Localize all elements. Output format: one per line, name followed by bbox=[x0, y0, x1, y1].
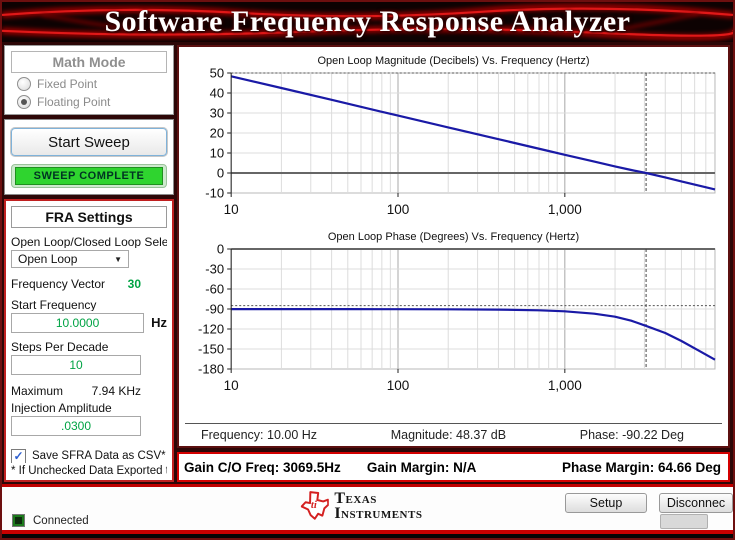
radio-floating-point[interactable]: Floating Point bbox=[17, 95, 167, 109]
start-frequency-unit: Hz bbox=[151, 314, 167, 330]
hidden-stub-button[interactable] bbox=[660, 514, 708, 529]
svg-text:1,000: 1,000 bbox=[548, 378, 582, 393]
svg-text:20: 20 bbox=[210, 126, 225, 141]
loop-select-value: Open Loop bbox=[18, 252, 78, 267]
phase-margin: Phase Margin: 64.66 Deg bbox=[561, 459, 721, 475]
footer: ti Texas Instruments Setup Disconnec Con… bbox=[2, 487, 733, 530]
injection-amplitude-label: Injection Amplitude bbox=[11, 401, 112, 415]
sweep-panel: Start Sweep SWEEP COMPLETE bbox=[4, 119, 174, 195]
svg-text:-60: -60 bbox=[205, 282, 224, 297]
fra-settings-title: FRA Settings bbox=[11, 206, 167, 228]
start-frequency-label: Start Frequency bbox=[11, 298, 97, 312]
frequency-vector-row: Frequency Vector 30 bbox=[11, 277, 167, 291]
loop-select-label: Open Loop/Closed Loop Sele bbox=[11, 235, 167, 248]
svg-text:50: 50 bbox=[210, 67, 225, 80]
phase-chart-title: Open Loop Phase (Degrees) Vs. Frequency … bbox=[327, 231, 580, 243]
math-mode-title: Math Mode bbox=[11, 51, 167, 73]
frequency-vector-value: 30 bbox=[127, 277, 141, 292]
svg-text:0: 0 bbox=[217, 166, 224, 181]
save-csv-row[interactable]: ✓ Save SFRA Data as CSV* bbox=[11, 449, 167, 463]
radio-button-icon[interactable] bbox=[17, 77, 31, 91]
start-frequency-input[interactable]: 10.0000 bbox=[11, 313, 145, 334]
ti-texas-icon: ti bbox=[300, 491, 329, 520]
readout-phase: Phase: -90.22 Deg bbox=[579, 428, 684, 442]
stability-margins-bar: Gain C/O Freq: 3069.5Hz Gain Margin: N/A… bbox=[177, 452, 730, 482]
svg-text:-180: -180 bbox=[198, 362, 224, 377]
svg-text:10: 10 bbox=[210, 146, 225, 161]
svg-text:0: 0 bbox=[217, 243, 224, 256]
svg-text:-10: -10 bbox=[205, 186, 224, 201]
main-area: Math Mode Fixed Point Floating Point Sta… bbox=[2, 42, 733, 487]
frequency-vector-label: Frequency Vector bbox=[11, 277, 106, 292]
steps-per-decade-input[interactable]: 10 bbox=[11, 355, 141, 376]
chevron-down-icon: ▼ bbox=[114, 254, 122, 264]
svg-text:-90: -90 bbox=[205, 302, 224, 317]
sidebar: Math Mode Fixed Point Floating Point Sta… bbox=[4, 45, 174, 482]
connected-label: Connected bbox=[33, 514, 89, 527]
bottom-red-strip bbox=[2, 530, 733, 534]
sweep-status-text: SWEEP COMPLETE bbox=[15, 167, 163, 185]
app-title: Software Frequency Response Analyzer bbox=[104, 5, 631, 38]
readout-frequency: Frequency: 10.00 Hz bbox=[201, 428, 318, 442]
connected-led-icon bbox=[12, 514, 25, 527]
save-csv-label: Save SFRA Data as CSV* bbox=[32, 450, 166, 463]
csv-note: * If Unchecked Data Exported to bbox=[11, 464, 167, 476]
ti-logo-line1: Texas bbox=[334, 490, 377, 507]
save-csv-checkbox[interactable]: ✓ bbox=[11, 449, 26, 463]
svg-text:40: 40 bbox=[210, 86, 225, 101]
disconnect-button[interactable]: Disconnec bbox=[659, 493, 733, 513]
fra-settings-panel: FRA Settings Open Loop/Closed Loop Sele … bbox=[4, 199, 174, 482]
svg-text:30: 30 bbox=[210, 106, 225, 121]
loop-select-dropdown[interactable]: Open Loop ▼ bbox=[11, 249, 129, 269]
svg-text:10: 10 bbox=[224, 378, 239, 393]
ti-logo-line2: Instruments bbox=[334, 505, 423, 522]
radio-fixed-point[interactable]: Fixed Point bbox=[17, 77, 167, 91]
svg-text:-150: -150 bbox=[198, 342, 224, 357]
svg-text:100: 100 bbox=[387, 378, 410, 393]
radio-floating-point-label: Floating Point bbox=[37, 95, 111, 109]
svg-text:-120: -120 bbox=[198, 322, 224, 337]
title-banner: Software Frequency Response Analyzer bbox=[2, 2, 733, 42]
cursor-readout-row: Frequency: 10.00 Hz Magnitude: 48.37 dB … bbox=[185, 423, 722, 444]
svg-text:-30: -30 bbox=[205, 262, 224, 277]
maximum-label: Maximum bbox=[11, 384, 64, 399]
maximum-value: 7.94 KHz bbox=[91, 384, 141, 399]
svg-text:10: 10 bbox=[224, 202, 239, 217]
maximum-row: Maximum 7.94 KHz bbox=[11, 384, 167, 398]
magnitude-chart-title: Open Loop Magnitude (Decibels) Vs. Frequ… bbox=[317, 55, 590, 67]
ti-logo: ti Texas Instruments bbox=[300, 491, 422, 523]
gain-crossover-freq: Gain C/O Freq: 3069.5Hz bbox=[184, 459, 341, 475]
svg-text:100: 100 bbox=[387, 202, 410, 217]
start-sweep-button[interactable]: Start Sweep bbox=[11, 128, 167, 156]
radio-fixed-point-label: Fixed Point bbox=[37, 77, 98, 91]
setup-button[interactable]: Setup bbox=[565, 493, 647, 513]
gain-margin: Gain Margin: N/A bbox=[366, 459, 477, 475]
banner-flame-graphic bbox=[2, 3, 733, 41]
injection-amplitude-input[interactable]: .0300 bbox=[11, 416, 141, 437]
chart-column: Open Loop Magnitude (Decibels) Vs. Frequ… bbox=[174, 45, 731, 482]
chart-panel: Open Loop Magnitude (Decibels) Vs. Frequ… bbox=[177, 45, 730, 448]
sweep-status-indicator: SWEEP COMPLETE bbox=[11, 164, 167, 188]
radio-button-icon[interactable] bbox=[17, 95, 31, 109]
svg-text:1,000: 1,000 bbox=[548, 202, 582, 217]
readout-magnitude: Magnitude: 48.37 dB bbox=[390, 428, 507, 442]
steps-per-decade-label: Steps Per Decade bbox=[11, 340, 109, 354]
connection-status: Connected bbox=[12, 514, 89, 527]
start-frequency-row: 10.0000 Hz bbox=[11, 311, 167, 334]
svg-text:ti: ti bbox=[310, 500, 316, 511]
math-mode-panel: Math Mode Fixed Point Floating Point bbox=[4, 45, 174, 115]
